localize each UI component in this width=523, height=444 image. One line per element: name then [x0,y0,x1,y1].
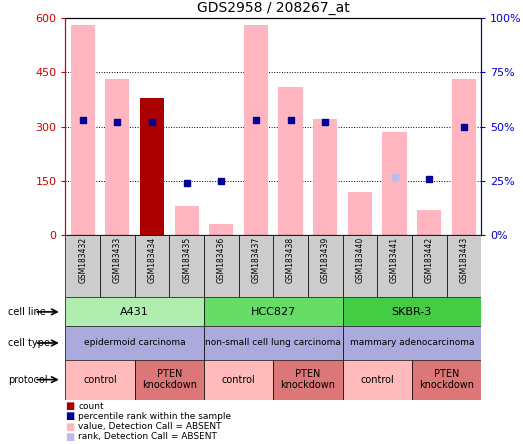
Text: ■: ■ [65,412,75,421]
Bar [204,297,343,326]
Bar [447,235,481,297]
Text: value, Detection Call = ABSENT: value, Detection Call = ABSENT [78,422,222,431]
Text: ■: ■ [65,422,75,432]
Bar [313,119,337,235]
Bar [65,360,135,400]
Text: GSM183441: GSM183441 [390,237,399,283]
Bar [377,235,412,297]
Text: SKBR-3: SKBR-3 [392,307,432,317]
Text: protocol: protocol [8,375,48,385]
Text: mammary adenocarcinoma: mammary adenocarcinoma [349,338,474,348]
Text: GSM183436: GSM183436 [217,237,226,283]
Text: PTEN
knockdown: PTEN knockdown [280,369,335,390]
Bar [343,326,481,360]
Bar [343,360,412,400]
Text: cell type: cell type [8,338,50,348]
Text: control: control [222,375,256,385]
Text: non-small cell lung carcinoma: non-small cell lung carcinoma [206,338,341,348]
Text: PTEN
knockdown: PTEN knockdown [142,369,197,390]
Bar [204,326,343,360]
Bar [343,235,377,297]
Bar [135,235,169,297]
Bar [244,25,268,235]
Bar [412,360,481,400]
Bar [278,87,303,235]
Bar [105,79,130,235]
Text: GSM183432: GSM183432 [78,237,87,283]
Text: epidermoid carcinoma: epidermoid carcinoma [84,338,186,348]
Bar [348,192,372,235]
Bar [71,25,95,235]
Bar [204,235,238,297]
Text: ■: ■ [65,432,75,442]
Text: ■: ■ [65,401,75,411]
Text: GSM183442: GSM183442 [425,237,434,283]
Bar [274,235,308,297]
Bar [169,235,204,297]
Bar [452,79,476,235]
Text: GSM183440: GSM183440 [356,237,365,283]
Bar [273,360,343,400]
Bar [238,235,273,297]
Text: GSM183437: GSM183437 [252,237,260,283]
Bar [412,235,447,297]
Text: rank, Detection Call = ABSENT: rank, Detection Call = ABSENT [78,432,218,441]
Bar [65,297,204,326]
Text: HCC827: HCC827 [251,307,296,317]
Text: GSM183443: GSM183443 [459,237,468,283]
Text: GSM183434: GSM183434 [147,237,156,283]
Text: A431: A431 [120,307,149,317]
Bar [204,360,273,400]
Bar [65,235,100,297]
Bar [209,225,233,235]
Text: percentile rank within the sample: percentile rank within the sample [78,412,232,421]
Text: control: control [360,375,394,385]
Text: GSM183438: GSM183438 [286,237,295,283]
Text: control: control [83,375,117,385]
Text: count: count [78,402,104,411]
Bar [65,326,204,360]
Text: cell line: cell line [8,307,46,317]
Text: GSM183435: GSM183435 [182,237,191,283]
Bar [343,297,481,326]
Bar [308,235,343,297]
Text: GSM183439: GSM183439 [321,237,329,283]
Title: GDS2958 / 208267_at: GDS2958 / 208267_at [197,1,350,16]
Bar [140,101,164,235]
Bar [382,132,407,235]
Bar [100,235,135,297]
Bar [135,360,204,400]
Bar [417,210,441,235]
Bar [140,98,164,235]
Text: PTEN
knockdown: PTEN knockdown [419,369,474,390]
Bar [175,206,199,235]
Text: GSM183433: GSM183433 [113,237,122,283]
